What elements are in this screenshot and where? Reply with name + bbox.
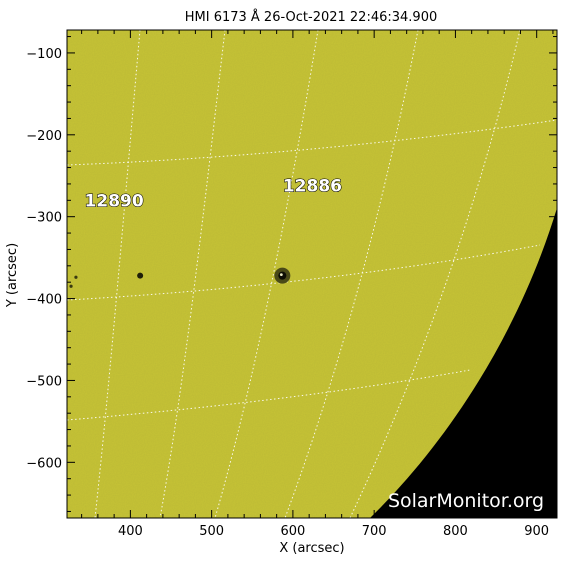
x-tick-label: 900 — [524, 524, 549, 539]
latitude-line — [67, 244, 541, 301]
watermark: SolarMonitor.org — [388, 490, 544, 512]
longitude-line — [349, 30, 521, 518]
off-limb-space — [370, 208, 557, 518]
y-tick-label: −400 — [26, 293, 62, 308]
sunspot-umbra — [278, 271, 287, 280]
region-label: 12886 — [283, 177, 342, 197]
region-labels: 12890 12886 — [84, 176, 343, 212]
sunspots — [69, 267, 291, 288]
sunspot-core — [279, 273, 283, 277]
sunspot — [137, 272, 144, 279]
y-tick-label: −200 — [26, 129, 62, 144]
x-axis-label: X (arcsec) — [279, 541, 344, 556]
longitude-line — [94, 30, 141, 518]
plot-area — [67, 30, 557, 518]
longitude-line — [214, 30, 319, 518]
x-tick-label: 500 — [199, 524, 224, 539]
y-axis-ticks: −100 −200 −300 −400 −500 −600 — [26, 36, 557, 512]
sunspot-pore — [74, 275, 78, 279]
x-tick-label: 600 — [280, 524, 305, 539]
x-tick-label: 400 — [118, 524, 143, 539]
x-axis-ticks: 400 500 600 700 800 900 — [81, 30, 554, 539]
y-tick-label: −300 — [26, 211, 62, 226]
longitude-line — [159, 30, 226, 518]
figure-title: HMI 6173 Å 26-Oct-2021 22:46:34.900 — [185, 9, 438, 25]
x-tick-label: 800 — [443, 524, 468, 539]
y-axis-label: Y (arcsec) — [5, 243, 20, 308]
plot-frame — [66, 29, 558, 519]
heliographic-grid — [67, 30, 557, 518]
region-label: 12890 — [85, 191, 144, 211]
x-tick-label: 700 — [362, 524, 387, 539]
y-tick-label: −500 — [26, 374, 62, 389]
longitude-line — [284, 30, 419, 518]
sunspot-pore — [69, 284, 73, 288]
latitude-line — [67, 119, 557, 166]
y-tick-label: −100 — [26, 47, 62, 62]
y-tick-label: −600 — [26, 456, 62, 471]
